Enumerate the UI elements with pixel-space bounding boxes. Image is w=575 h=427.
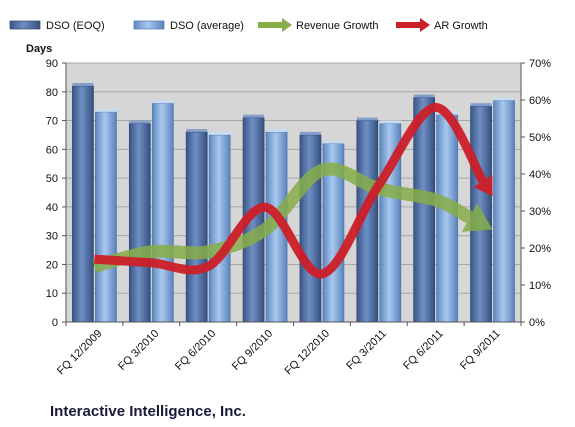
- legend-arrowhead-revenue-growth: [282, 18, 292, 32]
- y2-tick-label: 20%: [529, 243, 551, 255]
- y2-tick-label: 70%: [529, 58, 551, 70]
- y-axis-title: Days: [26, 43, 52, 55]
- bar-top: [322, 140, 344, 144]
- bar-top: [493, 97, 515, 101]
- y2-tick-label: 60%: [529, 95, 551, 107]
- bar-top: [356, 117, 378, 121]
- bar-dso-eoq: [413, 97, 436, 323]
- bar-dso-eoq: [128, 123, 151, 323]
- bar-top: [186, 129, 208, 133]
- bar-top: [129, 120, 151, 124]
- y-tick-label: 20: [46, 259, 58, 271]
- y-tick-label: 80: [46, 87, 58, 99]
- legend-item-ar-growth: AR Growth: [396, 18, 488, 32]
- legend-swatch-dso-average: [133, 20, 165, 30]
- y2-tick-label: 30%: [529, 206, 551, 218]
- legend-item-dso-average: DSO (average): [133, 20, 244, 32]
- bar-dso-eoq: [185, 131, 208, 323]
- bar-dso-average: [208, 134, 231, 323]
- y2-tick-label: 0%: [529, 317, 545, 329]
- bar-dso-average: [493, 100, 515, 323]
- bar-dso-average: [436, 114, 459, 323]
- y-tick-label: 50: [46, 173, 58, 185]
- y2-tick-label: 40%: [529, 169, 551, 181]
- legend-item-revenue-growth: Revenue Growth: [258, 18, 379, 32]
- legend-item-dso-eoq: DSO (EOQ): [9, 20, 105, 32]
- bar-dso-average: [151, 102, 174, 323]
- ar-growth-arrowhead: [473, 174, 493, 197]
- bar-dso-eoq: [72, 85, 94, 323]
- y-tick-label: 60: [46, 144, 58, 156]
- bar-top: [152, 100, 174, 104]
- y-tick-label: 30: [46, 231, 58, 243]
- bar-top: [266, 129, 288, 133]
- y-tick-label: 70: [46, 116, 58, 128]
- legend-arrowhead-ar-growth: [420, 18, 430, 32]
- y2-tick-label: 10%: [529, 280, 551, 292]
- bar-top: [209, 131, 231, 135]
- revenue-growth-line: [92, 162, 473, 273]
- y-tick-label: 90: [46, 58, 58, 70]
- ar-growth-line: [94, 102, 487, 279]
- y-tick-label: 10: [46, 288, 58, 300]
- bar-top: [470, 103, 492, 107]
- legend-swatch-dso-eoq: [9, 20, 41, 30]
- bar-top: [95, 108, 117, 112]
- bar-top: [299, 131, 321, 135]
- bar-top: [243, 114, 265, 118]
- y2-tick-label: 50%: [529, 132, 551, 144]
- company-name: Interactive Intelligence, Inc.: [50, 403, 246, 420]
- y-tick-label: 0: [52, 317, 58, 329]
- revenue-growth-arrowhead: [461, 203, 493, 232]
- bar-top: [72, 83, 94, 87]
- legend-label-revenue-growth: Revenue Growth: [296, 20, 379, 32]
- bar-dso-average: [95, 111, 117, 323]
- bar-top: [413, 94, 435, 98]
- legend-label-dso-average: DSO (average): [170, 20, 244, 32]
- legend-label-dso-eoq: DSO (EOQ): [46, 20, 105, 32]
- bar-dso-eoq: [299, 134, 322, 323]
- legend-label-ar-growth: AR Growth: [434, 20, 488, 32]
- bar-top: [379, 120, 401, 124]
- y-tick-label: 40: [46, 202, 58, 214]
